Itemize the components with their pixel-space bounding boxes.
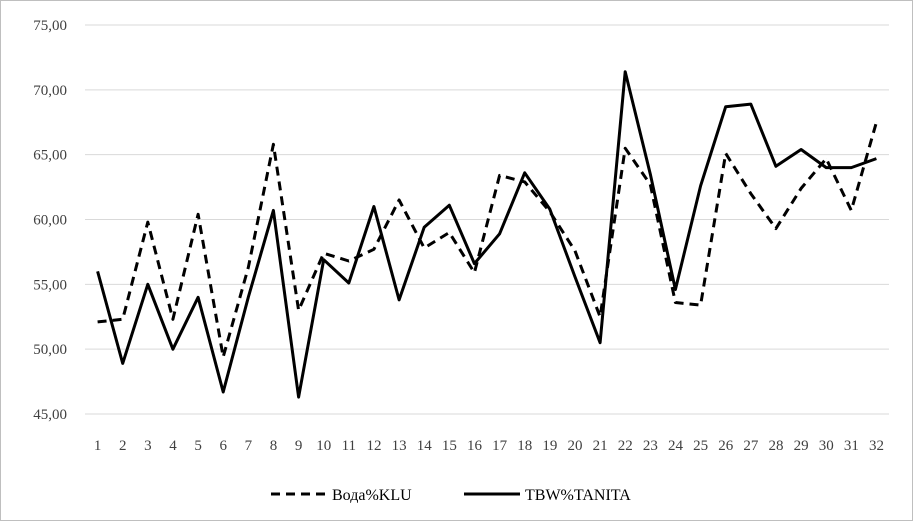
legend: Вода%KLU TBW%TANITA — [271, 487, 631, 504]
x-tick-label: 8 — [270, 438, 278, 454]
x-tick-label: 13 — [392, 438, 407, 454]
x-tick-label: 30 — [819, 438, 834, 454]
legend-label-tbw-tanita: TBW%TANITA — [525, 487, 631, 504]
x-tick-label: 23 — [643, 438, 658, 454]
x-tick-label: 24 — [668, 438, 684, 454]
x-tick-label: 32 — [869, 438, 884, 454]
x-tick-label: 28 — [768, 438, 783, 454]
x-tick-label: 25 — [693, 438, 708, 454]
x-tick-label: 3 — [144, 438, 152, 454]
x-tick-label: 15 — [442, 438, 457, 454]
x-tick-label: 29 — [794, 438, 809, 454]
series-line-tbw-tanita — [98, 72, 877, 397]
x-tick-label: 20 — [567, 438, 582, 454]
x-tick-label: 31 — [844, 438, 859, 454]
x-tick-label: 2 — [119, 438, 127, 454]
y-tick-label: 55,00 — [33, 277, 67, 293]
series-lines — [97, 72, 876, 398]
x-tick-label: 11 — [342, 438, 356, 454]
y-axis-tick-labels: 45,00 50,00 55,00 60,00 65,00 70,00 75,00 — [33, 18, 67, 423]
series-line-voda-klu — [98, 122, 877, 357]
y-tick-label: 75,00 — [33, 18, 67, 34]
x-tick-label: 21 — [593, 438, 608, 454]
x-tick-label: 22 — [618, 438, 633, 454]
x-tick-label: 1 — [94, 438, 102, 454]
x-tick-label: 18 — [517, 438, 532, 454]
legend-label-voda-klu: Вода%KLU — [332, 487, 412, 504]
x-tick-label: 7 — [245, 438, 253, 454]
x-tick-label: 10 — [316, 438, 331, 454]
x-tick-label: 9 — [295, 438, 303, 454]
y-tick-label: 50,00 — [33, 342, 67, 358]
x-tick-label: 6 — [219, 438, 227, 454]
x-tick-label: 12 — [366, 438, 381, 454]
x-tick-label: 16 — [467, 438, 483, 454]
y-tick-label: 65,00 — [33, 148, 67, 164]
x-tick-label: 26 — [718, 438, 734, 454]
y-tick-label: 70,00 — [33, 83, 67, 99]
x-tick-label: 5 — [194, 438, 202, 454]
x-tick-label: 4 — [169, 438, 177, 454]
x-tick-label: 27 — [743, 438, 759, 454]
x-tick-label: 17 — [492, 438, 508, 454]
y-tick-label: 45,00 — [33, 407, 67, 423]
x-tick-label: 19 — [542, 438, 557, 454]
x-tick-label: 14 — [417, 438, 433, 454]
y-tick-label: 60,00 — [33, 213, 67, 229]
